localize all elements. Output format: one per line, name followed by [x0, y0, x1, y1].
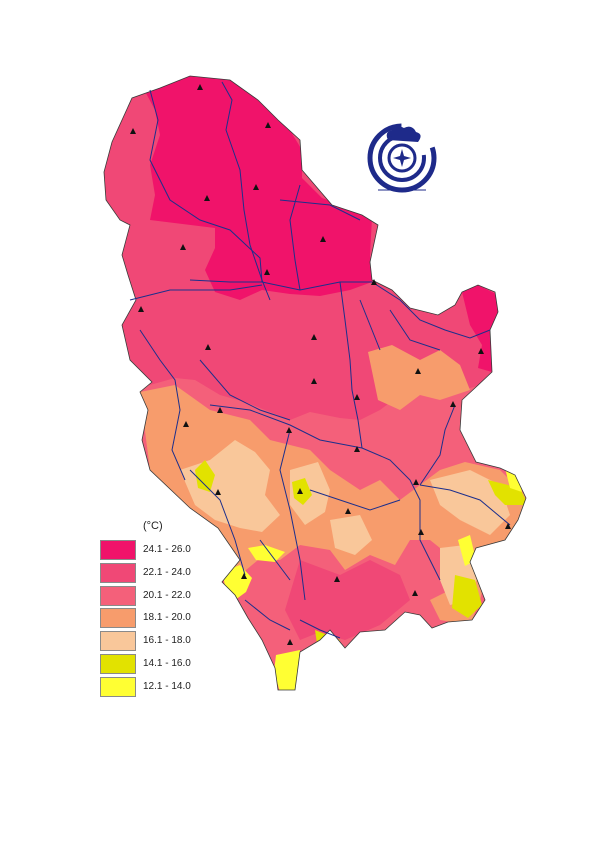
- river-juzna-morava: [361, 447, 441, 581]
- station-marker: [286, 427, 292, 433]
- legend-label: 20.1 - 22.0: [143, 590, 191, 601]
- station-marker: [418, 529, 424, 535]
- zone-14-16-b: [292, 478, 312, 505]
- river-sava: [129, 284, 263, 301]
- zone-16-18-c: [430, 470, 510, 535]
- legend-item: 16.1 - 18.0: [100, 631, 220, 653]
- river-toplica: [309, 489, 401, 511]
- station-marker: [215, 489, 221, 495]
- station-marker: [320, 236, 326, 242]
- river-begej: [279, 199, 361, 221]
- station-marker: [197, 84, 203, 90]
- river-zapadna-morava: [209, 404, 363, 449]
- legend-swatch: [100, 677, 136, 697]
- legend-label: 16.1 - 18.0: [143, 635, 191, 646]
- station-marker: [311, 378, 317, 384]
- logo-ring-3: [387, 143, 417, 173]
- legend-swatch: [100, 654, 136, 674]
- legend-label: 24.1 - 26.0: [143, 544, 191, 555]
- legend-swatch: [100, 586, 136, 606]
- legend-swatch: [100, 631, 136, 651]
- river-danube-north: [149, 89, 263, 283]
- station-marker: [354, 446, 360, 452]
- rivers: [129, 81, 511, 639]
- country-border: [103, 75, 527, 691]
- river-velika-morava: [339, 281, 363, 449]
- river-south-3: [244, 599, 291, 631]
- station-marker: [412, 590, 418, 596]
- legend-item: 18.1 - 20.0: [100, 608, 220, 630]
- legend-swatch: [100, 608, 136, 628]
- legend-unit-label: (°C): [143, 520, 163, 532]
- zone-14-16-c: [488, 480, 526, 505]
- legend-item: 12.1 - 14.0: [100, 677, 220, 699]
- station-marker: [265, 122, 271, 128]
- station-marker: [450, 401, 456, 407]
- river-danube: [189, 279, 491, 339]
- river-drina: [139, 329, 186, 481]
- zone-22-24-south: [285, 560, 410, 640]
- station-marker: [478, 348, 484, 354]
- station-marker: [180, 244, 186, 250]
- station-marker: [205, 344, 211, 350]
- hydrometeorological-service-logo: [367, 123, 437, 193]
- station-marker: [354, 394, 360, 400]
- zone-14-16-d: [452, 575, 482, 618]
- station-marker: [130, 128, 136, 134]
- zone-24-26-east: [462, 285, 498, 372]
- river-kolubara: [199, 359, 291, 421]
- station-marker: [138, 306, 144, 312]
- station-marker: [204, 195, 210, 201]
- stations: [130, 84, 511, 645]
- legend-item: 22.1 - 24.0: [100, 563, 220, 585]
- station-marker: [345, 508, 351, 514]
- zone-18-20-east: [368, 345, 470, 410]
- station-marker: [183, 421, 189, 427]
- legend-swatch: [100, 563, 136, 583]
- river-south-1: [259, 539, 291, 581]
- zone-12-14-south: [274, 650, 300, 690]
- legend-item: 20.1 - 22.0: [100, 586, 220, 608]
- river-tamis: [289, 184, 301, 291]
- river-mlava: [359, 299, 381, 351]
- station-marker: [311, 334, 317, 340]
- river-tisa: [221, 81, 271, 301]
- river-nisava: [419, 484, 511, 526]
- station-marker: [297, 488, 303, 494]
- legend-item: 14.1 - 16.0: [100, 654, 220, 676]
- legend-label: 14.1 - 16.0: [143, 658, 191, 669]
- legend-item: 24.1 - 26.0: [100, 540, 220, 562]
- station-marker: [371, 279, 377, 285]
- logo-ring-2: [378, 134, 426, 182]
- station-marker: [334, 576, 340, 582]
- station-marker: [505, 523, 511, 529]
- station-marker: [413, 479, 419, 485]
- legend-swatch: [100, 540, 136, 560]
- station-marker: [253, 184, 259, 190]
- zone-14-16: [195, 460, 215, 492]
- legend-label: 22.1 - 24.0: [143, 567, 191, 578]
- river-pek: [389, 309, 441, 351]
- station-marker: [264, 269, 270, 275]
- station-marker: [241, 573, 247, 579]
- station-marker: [287, 639, 293, 645]
- river-ibar: [279, 429, 306, 601]
- logo-compass-star: [393, 149, 411, 167]
- legend-label: 12.1 - 14.0: [143, 681, 191, 692]
- zone-12-14-mid: [248, 545, 285, 562]
- legend-label: 18.1 - 20.0: [143, 612, 191, 623]
- river-lim: [189, 469, 246, 576]
- station-marker: [415, 368, 421, 374]
- river-south-2: [299, 619, 341, 639]
- zone-16-18-e: [330, 515, 372, 555]
- station-marker: [217, 407, 223, 413]
- river-timok: [419, 404, 456, 486]
